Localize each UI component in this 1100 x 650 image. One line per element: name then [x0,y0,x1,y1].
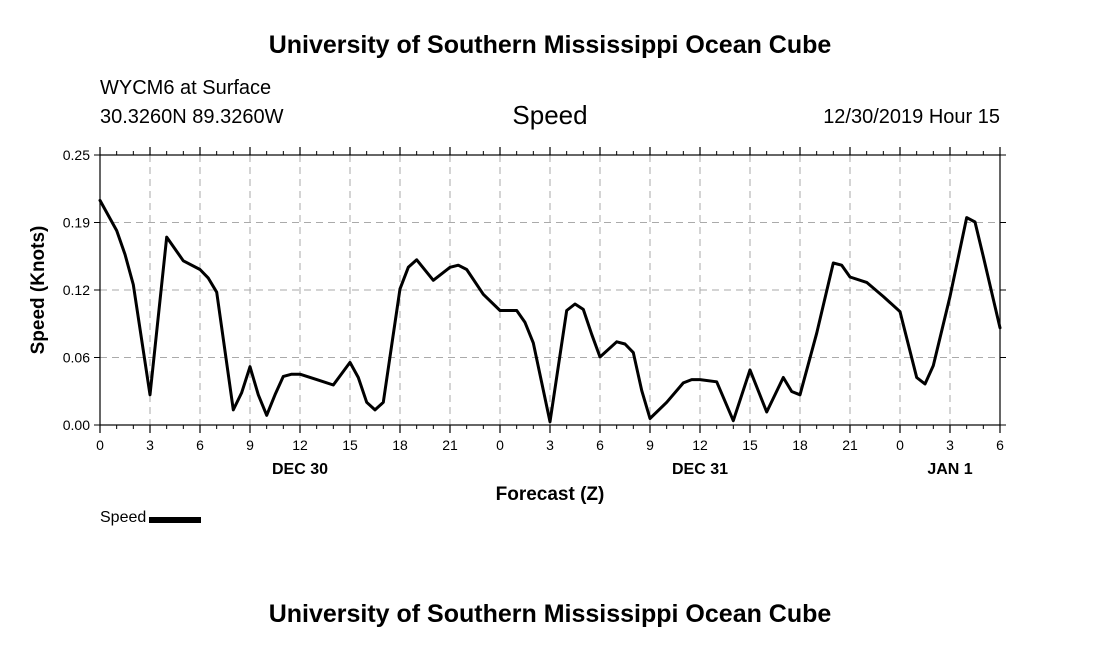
x-tick-label: 18 [792,437,808,453]
y-tick-label: 0.25 [63,147,90,163]
x-tick-label: 6 [196,437,204,453]
axis-labels: 0.00 0.06 0.12 0.19 0.25 0 3 6 9 12 15 18 21 0 3 6 9 12 15… [63,147,1004,478]
x-tick-label: 0 [896,437,904,453]
x-tick-label: 21 [442,437,458,453]
x-tick-label: 9 [646,437,654,453]
forecast-datetime: 12/30/2019 Hour 15 [823,106,1000,128]
axis-ticks [94,147,1006,433]
chart-grid [100,155,1000,425]
x-tick-label: 3 [946,437,954,453]
x-tick-label: 15 [742,437,758,453]
legend: Speed [100,509,202,527]
x-tick-label: 9 [246,437,254,453]
date-label: DEC 30 [272,461,328,478]
x-tick-label: 0 [96,437,104,453]
y-tick-label: 0.00 [63,417,90,433]
page-title: University of Southern Mississippi Ocean… [268,31,832,59]
footer-title: University of Southern Mississippi Ocean… [268,600,832,628]
x-axis-title: Forecast (Z) [496,484,605,505]
y-tick-label: 0.19 [63,215,90,231]
station-coordinates: 30.3260N 89.3260W [100,106,284,128]
x-tick-label: 12 [692,437,708,453]
legend-swatch-speed [149,516,202,523]
x-tick-label: 18 [392,437,408,453]
y-tick-label: 0.06 [63,350,90,366]
station-label: WYCM6 at Surface [100,77,272,99]
x-tick-label: 15 [342,437,358,453]
chart-title: Speed [512,100,588,130]
x-tick-label: 0 [496,437,504,453]
date-label: DEC 31 [672,461,728,478]
x-tick-label: 21 [842,437,858,453]
y-axis-title: Speed (Knots) [28,226,49,355]
x-tick-label: 12 [292,437,308,453]
date-label: JAN 1 [927,461,972,478]
series-line-speed [98,198,1002,424]
legend-label-speed: Speed [100,509,147,526]
x-tick-label: 6 [996,437,1004,453]
x-tick-label: 3 [546,437,554,453]
x-tick-label: 6 [596,437,604,453]
x-tick-label: 3 [146,437,154,453]
y-tick-label: 0.12 [63,282,90,298]
